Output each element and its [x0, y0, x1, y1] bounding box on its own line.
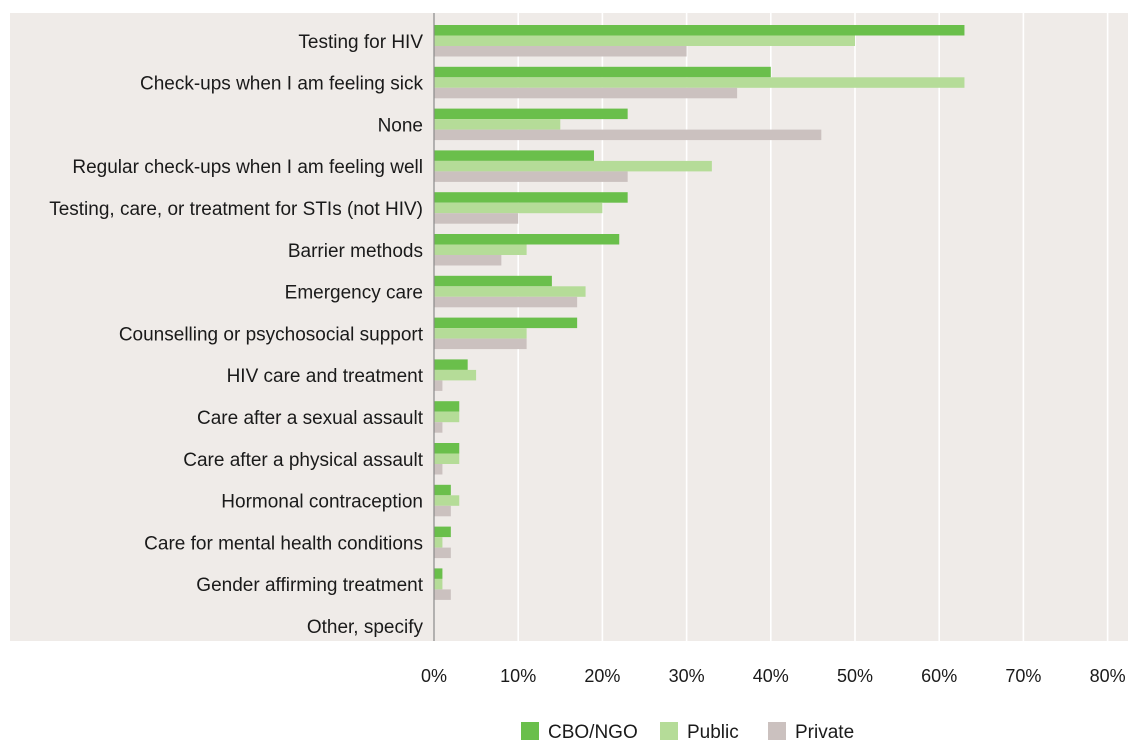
x-tick-label: 30% — [669, 666, 705, 686]
bar-public-3 — [434, 160, 712, 172]
x-tick-label: 40% — [753, 666, 789, 686]
category-label: HIV care and treatment — [227, 366, 424, 387]
bar-cbo-ngo-4 — [434, 192, 628, 203]
bar-private-3 — [434, 171, 628, 182]
category-label: None — [378, 115, 423, 136]
bar-public-10 — [434, 453, 460, 464]
x-tick-label: 50% — [837, 666, 873, 686]
bar-private-10 — [434, 464, 443, 475]
category-label: Counselling or psychosocial support — [119, 324, 424, 345]
bar-cbo-ngo-8 — [434, 359, 468, 370]
category-label: Care after a sexual assault — [197, 408, 424, 429]
x-tick-label: 60% — [921, 666, 957, 686]
bar-public-6 — [434, 286, 586, 297]
bar-private-4 — [434, 213, 519, 224]
bar-private-1 — [434, 87, 738, 99]
legend-swatch-cbo-ngo — [521, 722, 539, 740]
bar-private-5 — [434, 255, 502, 266]
bar-cbo-ngo-13 — [434, 568, 443, 579]
legend-label: Private — [795, 722, 854, 740]
bar-public-11 — [434, 495, 460, 506]
bar-private-7 — [434, 338, 527, 350]
bar-private-11 — [434, 505, 451, 517]
category-label: Other, specify — [307, 617, 424, 638]
x-tick-label: 20% — [584, 666, 620, 686]
category-label: Care after a physical assault — [183, 450, 423, 471]
bar-public-1 — [434, 77, 965, 88]
category-label: Gender affirming treatment — [196, 575, 423, 596]
bar-cbo-ngo-11 — [434, 484, 451, 496]
bar-cbo-ngo-1 — [434, 66, 771, 78]
category-label: Testing, care, or treatment for STIs (no… — [49, 199, 423, 220]
category-labels: Testing for HIV Check-ups when I am feeli… — [49, 32, 424, 638]
x-tick-labels: 0% 10% 20% 30% 40% 50% 60% 70% 80% — [421, 666, 1126, 686]
bar-public-13 — [434, 578, 443, 590]
category-label: Hormonal contraception — [221, 492, 423, 513]
category-label: Care for mental health conditions — [144, 533, 423, 554]
x-tick-label: 10% — [500, 666, 536, 686]
category-label: Regular check-ups when I am feeling well — [72, 157, 423, 178]
bar-public-12 — [434, 537, 443, 548]
bar-cbo-ngo-7 — [434, 317, 578, 329]
x-tick-label: 80% — [1090, 666, 1126, 686]
bar-private-2 — [434, 129, 822, 141]
bar-cbo-ngo-0 — [434, 25, 965, 36]
legend-label: Public — [687, 722, 739, 740]
bar-private-12 — [434, 547, 451, 559]
bar-public-9 — [434, 411, 460, 423]
x-tick-label: 70% — [1005, 666, 1041, 686]
category-label: Emergency care — [285, 283, 423, 304]
bar-private-6 — [434, 296, 578, 308]
bar-cbo-ngo-2 — [434, 108, 628, 120]
bar-private-0 — [434, 46, 687, 57]
legend-swatch-public — [660, 722, 678, 740]
bar-public-7 — [434, 328, 527, 339]
bar-cbo-ngo-10 — [434, 443, 460, 454]
bar-public-2 — [434, 119, 561, 130]
category-label: Check-ups when I am feeling sick — [140, 74, 424, 95]
bar-cbo-ngo-6 — [434, 275, 552, 287]
x-tick-label: 0% — [421, 666, 447, 686]
bar-public-0 — [434, 35, 855, 46]
category-label: Barrier methods — [288, 241, 423, 262]
bar-public-8 — [434, 369, 477, 381]
category-label: Testing for HIV — [298, 32, 423, 53]
bar-cbo-ngo-3 — [434, 150, 594, 161]
bars — [434, 25, 965, 600]
bar-public-5 — [434, 244, 527, 255]
bar-private-8 — [434, 380, 443, 391]
legend: CBO/NGO Public Private — [521, 722, 854, 740]
bar-private-13 — [434, 589, 451, 600]
legend-swatch-private — [768, 722, 786, 740]
bar-private-9 — [434, 422, 443, 433]
legend-label: CBO/NGO — [548, 722, 638, 740]
bar-public-4 — [434, 202, 603, 214]
bar-cbo-ngo-12 — [434, 526, 451, 538]
bar-cbo-ngo-9 — [434, 401, 460, 412]
bar-cbo-ngo-5 — [434, 234, 620, 245]
